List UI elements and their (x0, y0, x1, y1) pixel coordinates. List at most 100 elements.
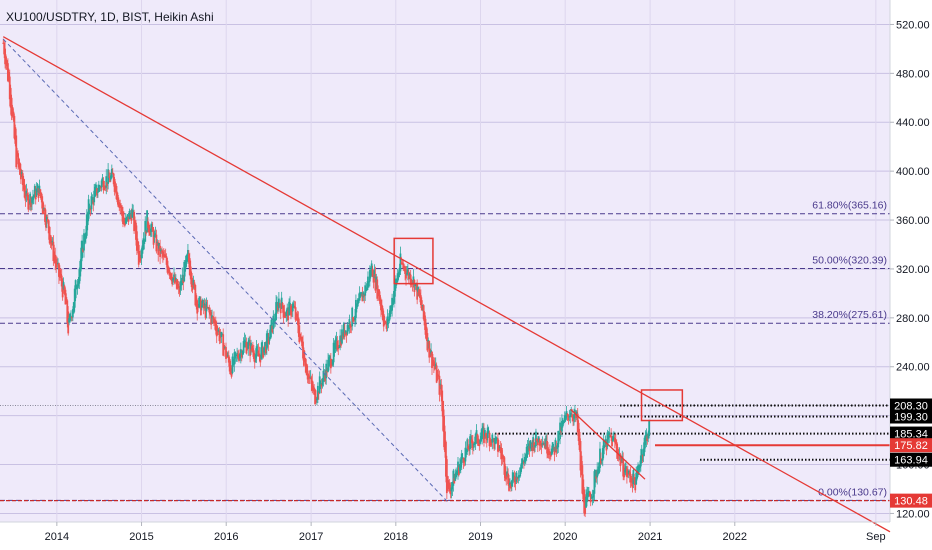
price-tag-bg (890, 426, 932, 441)
candle-body (534, 445, 536, 447)
candle-body (560, 430, 562, 433)
candle-body (594, 469, 597, 483)
candle-body (334, 339, 337, 349)
candle-body (351, 307, 354, 327)
candle-body (603, 445, 606, 447)
candle-body (515, 472, 518, 482)
candle-body (310, 377, 313, 384)
candle-body (329, 358, 332, 369)
candle-body (432, 361, 435, 366)
candle-body (49, 235, 52, 244)
candle-body (636, 471, 639, 479)
candle-body (363, 294, 366, 297)
candle-body (413, 279, 416, 293)
candle-body (484, 430, 486, 437)
candle-body (504, 466, 507, 478)
candle-body (634, 478, 637, 491)
candle-body (18, 158, 20, 168)
candle-body (511, 472, 514, 484)
candle-body (460, 453, 463, 464)
candle-body (396, 273, 399, 282)
candle-body (16, 151, 19, 156)
candle-body (600, 459, 603, 461)
candle-body (484, 433, 487, 439)
candle-body (563, 415, 566, 422)
candle-body (596, 469, 599, 478)
candle-body (369, 273, 372, 276)
candle-body (632, 470, 635, 485)
candle-body (480, 436, 483, 442)
candle-body (285, 311, 288, 317)
highlight-boxes[interactable] (393, 237, 684, 422)
candle-body (633, 477, 636, 481)
candle-body (485, 435, 488, 441)
highlight-box (393, 237, 434, 285)
x-tick-label: 2020 (553, 531, 577, 543)
candle-body (385, 321, 388, 329)
candle-body (642, 448, 645, 456)
candle-body (151, 227, 154, 232)
candle-body (565, 411, 568, 417)
candle-body (126, 214, 129, 219)
candle-body (613, 437, 615, 439)
candle-body (523, 456, 526, 463)
candle-body (611, 436, 613, 447)
candle-body (184, 262, 187, 272)
candle-body (3, 42, 6, 55)
candle-body (122, 217, 125, 224)
candle-body (528, 446, 531, 451)
candle-body (410, 279, 413, 285)
candle-body (509, 483, 512, 489)
candle-body (93, 190, 96, 203)
candle-body (243, 339, 246, 347)
candle-body (165, 256, 168, 265)
candle-body (279, 303, 282, 314)
candle-body (458, 467, 460, 475)
candle-body (88, 207, 91, 210)
candle-body (543, 442, 546, 445)
candle-body (224, 346, 226, 348)
candle-body (513, 476, 516, 483)
candle-body (109, 176, 111, 183)
candle-body (4, 48, 7, 65)
candle-body (564, 414, 567, 419)
candle-body (457, 461, 459, 473)
candle-body (54, 254, 57, 264)
candle-body (538, 439, 541, 446)
candle-body (445, 459, 448, 494)
price-axis[interactable]: 520.00 480.00 440.00 400.00 360.00 320.00 280.… (890, 19, 930, 520)
candle-body (449, 488, 452, 495)
time-axis[interactable]: 2014 2015 2016 2017 2018 2019 2020 2021 2022 Sep (45, 522, 886, 543)
candle-body (342, 323, 345, 338)
candle-body (269, 324, 272, 339)
candle-body (110, 168, 113, 178)
candle-body (344, 330, 347, 334)
candle-body (453, 478, 456, 484)
candle-body (518, 475, 521, 478)
candle-body (48, 226, 51, 244)
candle-body (455, 472, 458, 478)
candle-body (238, 355, 240, 361)
candle-body (113, 178, 116, 192)
candle-body (558, 438, 561, 440)
candle-body (264, 346, 267, 354)
candle-body (207, 307, 210, 309)
candle-body (42, 202, 45, 215)
price-tag-bg (890, 398, 932, 413)
candle-body (332, 342, 335, 363)
candle-body (43, 208, 45, 210)
candle-body (323, 374, 326, 377)
candle-body (67, 311, 70, 334)
trendlines[interactable] (2, 36, 891, 533)
candle-body (427, 339, 430, 342)
candle-body (395, 279, 398, 284)
candle-body (342, 336, 344, 338)
candle-body (159, 245, 161, 257)
candle-body (408, 273, 411, 276)
x-tick-label: 2014 (45, 531, 69, 543)
candle-body (548, 451, 551, 455)
candle-body (179, 281, 182, 290)
candle-body (235, 355, 238, 357)
candle-body (317, 392, 320, 395)
